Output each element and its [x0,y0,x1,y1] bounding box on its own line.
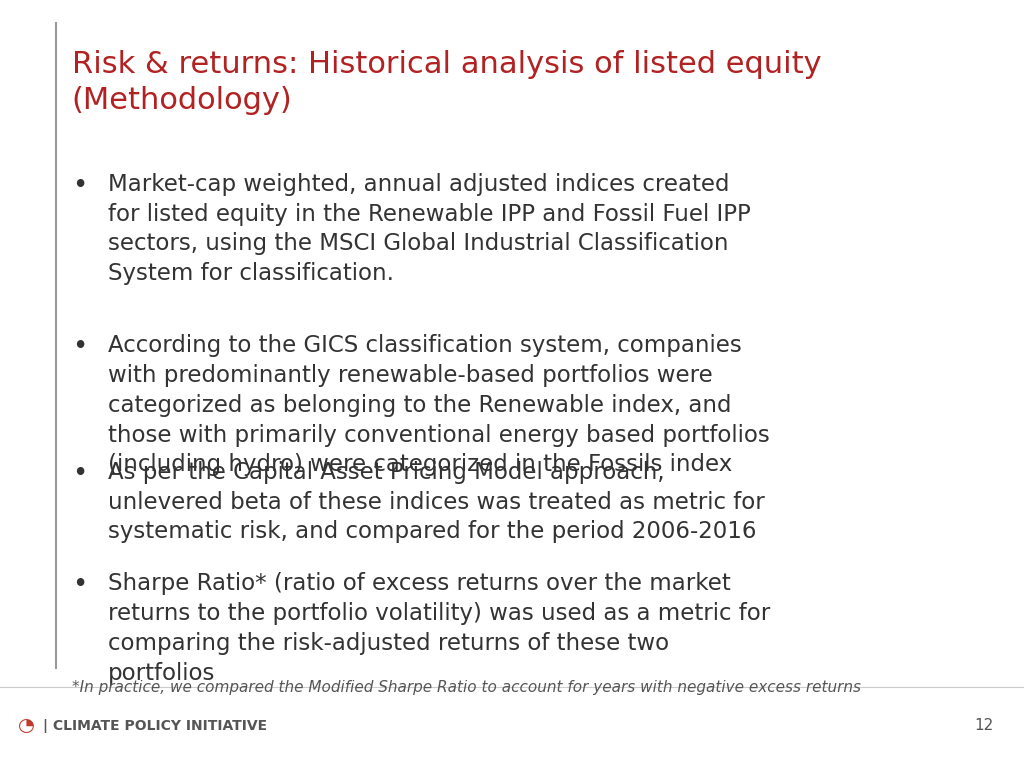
Text: •: • [72,572,87,598]
Text: Risk & returns: Historical analysis of listed equity
(Methodology): Risk & returns: Historical analysis of l… [72,50,821,115]
Text: •: • [72,173,87,199]
Text: 12: 12 [974,718,993,733]
Text: *In practice, we compared the Modified Sharpe Ratio to account for years with ne: *In practice, we compared the Modified S… [72,680,861,695]
Text: | CLIMATE POLICY INITIATIVE: | CLIMATE POLICY INITIATIVE [43,719,267,733]
Text: •: • [72,334,87,360]
Text: •: • [72,461,87,487]
Text: Sharpe Ratio* (ratio of excess returns over the market
returns to the portfolio : Sharpe Ratio* (ratio of excess returns o… [108,572,770,685]
Text: ◔: ◔ [18,717,36,735]
Text: As per the Capital Asset Pricing Model approach,
unlevered beta of these indices: As per the Capital Asset Pricing Model a… [108,461,764,544]
Text: According to the GICS classification system, companies
with predominantly renewa: According to the GICS classification sys… [108,334,769,476]
Text: Market-cap weighted, annual adjusted indices created
for listed equity in the Re: Market-cap weighted, annual adjusted ind… [108,173,751,286]
